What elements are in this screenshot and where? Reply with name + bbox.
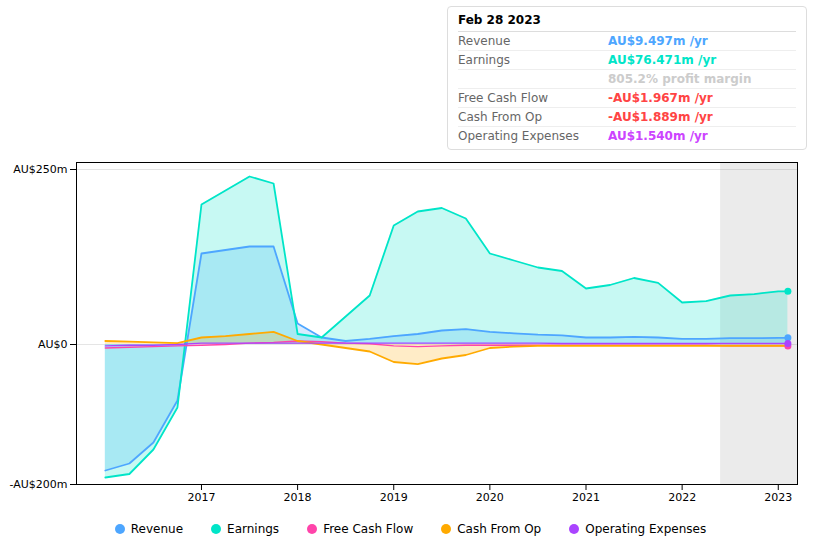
html-text:Feb 28 2023: Feb 28 2023 [458, 13, 541, 27]
html-text:-AU$1.889m /yr: -AU$1.889m /yr [608, 110, 713, 124]
html-text:Revenue: Revenue [458, 34, 511, 48]
html-text:Earnings: Earnings [227, 522, 280, 536]
svg-text:AU$0: AU$0 [38, 338, 68, 351]
html-text:Operating Expenses: Operating Expenses [458, 129, 579, 143]
svg-text:-AU$200m: -AU$200m [9, 478, 67, 491]
html-text:-AU$1.967m /yr: -AU$1.967m /yr [608, 91, 713, 105]
svg-text:2020: 2020 [476, 491, 504, 504]
html-text:Cash From Op: Cash From Op [458, 110, 542, 124]
html-text:AU$9.497m /yr: AU$9.497m /yr [608, 34, 708, 48]
html-text:Earnings: Earnings [458, 53, 511, 67]
html-text:Free Cash Flow: Free Cash Flow [323, 522, 414, 536]
html-text:Free Cash Flow: Free Cash Flow [458, 91, 549, 105]
svg-text:AU$250m: AU$250m [13, 163, 67, 176]
html-text:AU$1.540m /yr: AU$1.540m /yr [608, 129, 708, 143]
html-text:Operating Expenses: Operating Expenses [585, 522, 707, 536]
html-text:AU$76.471m /yr: AU$76.471m /yr [608, 53, 717, 67]
svg-text:2021: 2021 [572, 491, 600, 504]
svg-text:2018: 2018 [284, 491, 312, 504]
svg-text:2023: 2023 [764, 491, 792, 504]
html-text:Cash From Op: Cash From Op [457, 522, 542, 536]
svg-text:2017: 2017 [187, 491, 215, 504]
html-text:805.2% profit margin: 805.2% profit margin [608, 72, 752, 86]
svg-text:2019: 2019 [380, 491, 408, 504]
html-text:Revenue: Revenue [130, 522, 183, 536]
svg-text:2022: 2022 [668, 491, 696, 504]
